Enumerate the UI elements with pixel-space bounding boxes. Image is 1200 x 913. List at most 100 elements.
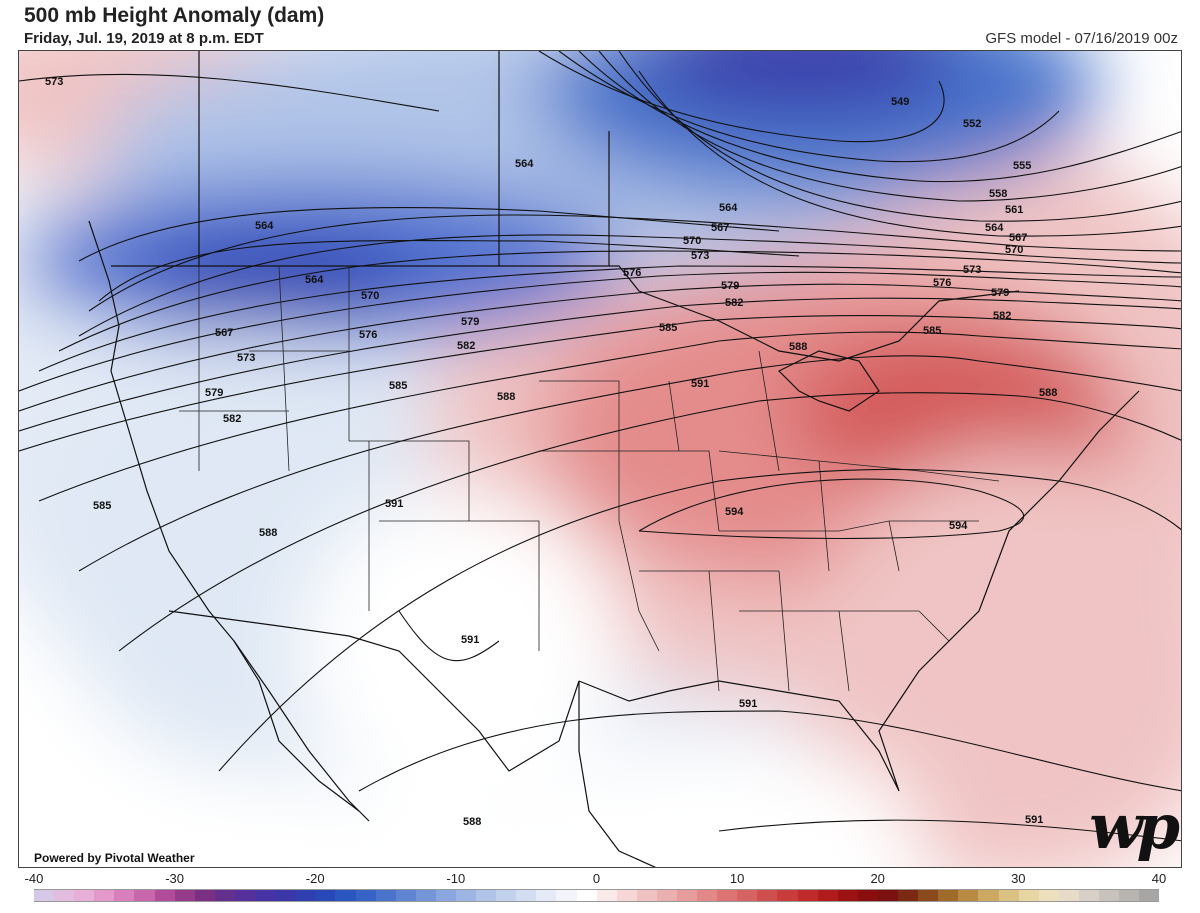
- colorbar-swatch: [877, 890, 899, 901]
- contour-label: 570: [683, 235, 701, 247]
- credit-text: Powered by Pivotal Weather: [34, 851, 195, 865]
- height-contours: [19, 51, 1181, 842]
- colorbar-swatch: [1018, 890, 1039, 901]
- contour-label: 552: [963, 118, 981, 130]
- contour-label: 573: [963, 264, 981, 276]
- map-canvas: 573 564 564 564 549 552 555 558 561 564 …: [19, 51, 1181, 867]
- colorbar-swatch: [636, 890, 657, 901]
- colorbar-swatch: [1058, 890, 1079, 901]
- colorbar-swatch: [94, 890, 115, 901]
- colorbar-swatch: [697, 890, 718, 901]
- contour-label: 588: [789, 341, 807, 353]
- contour-label: 567: [1009, 232, 1027, 244]
- contour-label: 549: [891, 96, 909, 108]
- colorbar-swatch: [677, 890, 698, 901]
- great-lakes: [777, 350, 880, 412]
- map-title: 500 mb Height Anomaly (dam): [24, 4, 325, 27]
- colorbar-swatch: [295, 890, 316, 901]
- west-coast: [88, 220, 360, 812]
- colorbar-swatch: [757, 890, 778, 901]
- colorbar-swatch: [355, 890, 376, 901]
- colorbar-swatch: [797, 890, 818, 901]
- contour-label: 576: [359, 329, 377, 341]
- contour-label: 582: [725, 297, 743, 309]
- contour-label: 570: [1005, 244, 1023, 256]
- colorbar-swatch: [134, 890, 155, 901]
- contour-label: 561: [1005, 204, 1023, 216]
- contour-label: 579: [461, 316, 479, 328]
- mexico-gulf-coast: [578, 681, 657, 867]
- contour-label: 591: [385, 498, 403, 510]
- colorbar-swatch: [516, 890, 537, 901]
- contour-label: 582: [223, 413, 241, 425]
- contour-label: 564: [719, 202, 738, 214]
- colorbar-swatch: [214, 890, 235, 901]
- contour-label: 564: [985, 222, 1004, 234]
- state-borders: [179, 265, 1000, 692]
- contour-label: 564: [305, 274, 324, 286]
- colorbar-swatch: [234, 890, 256, 901]
- contour-label: 576: [623, 267, 641, 279]
- colorbar-swatch: [717, 890, 738, 901]
- contour-label: 582: [993, 310, 1011, 322]
- colorbar-swatch: [817, 890, 838, 901]
- contour-label: 585: [93, 500, 111, 512]
- washington-post-logo: wp: [1089, 790, 1180, 863]
- colorbar-swatch: [496, 890, 517, 901]
- colorbar-swatch: [315, 890, 336, 901]
- anomaly-map: 573 564 564 564 549 552 555 558 561 564 …: [18, 50, 1182, 868]
- gulf-coast: [578, 390, 1140, 792]
- contour-label: 579: [721, 280, 739, 292]
- colorbar-swatch: [857, 890, 878, 901]
- colorbar-swatch: [435, 890, 456, 901]
- colorbar-swatch: [154, 890, 175, 901]
- colorbar-swatch: [194, 890, 215, 901]
- colorbar-swatch: [1038, 890, 1059, 901]
- colorbar-tick: -40: [24, 871, 44, 886]
- colorbar-swatch: [1119, 890, 1140, 901]
- colorbar-tick: 40: [1151, 871, 1167, 886]
- contour-label: 582: [457, 340, 475, 352]
- colorbar-swatch: [54, 890, 75, 901]
- contour-label: 579: [205, 387, 223, 399]
- us-mexico-border: [168, 610, 580, 772]
- contour-label: 591: [461, 634, 479, 646]
- colorbar-swatch: [335, 890, 356, 901]
- contour-label: 579: [991, 287, 1009, 299]
- colorbar-swatch: [958, 890, 979, 901]
- contour-label: 585: [659, 322, 677, 334]
- contour-label: 591: [691, 378, 709, 390]
- colorbar-swatch: [536, 890, 557, 901]
- contour-label: 591: [739, 698, 757, 710]
- contour-label: 588: [497, 391, 515, 403]
- colorbar-swatch: [455, 890, 477, 901]
- contour-label: 570: [361, 290, 379, 302]
- colorbar-swatch: [898, 890, 919, 901]
- colorbar-swatch: [395, 890, 416, 901]
- contour-label: 594: [949, 520, 968, 532]
- colorbar-tick: 10: [729, 871, 745, 886]
- baja-coast: [233, 640, 370, 822]
- contour-label: 576: [933, 277, 951, 289]
- colorbar: [34, 889, 1160, 902]
- contour-label: 567: [711, 222, 729, 234]
- colorbar-swatch: [978, 890, 999, 901]
- colorbar-swatch: [174, 890, 195, 901]
- us-canada-border: [111, 265, 1020, 362]
- contour-label: 564: [515, 158, 534, 170]
- colorbar-swatch: [616, 890, 637, 901]
- colorbar-swatch: [74, 890, 95, 901]
- contour-label: 588: [1039, 387, 1057, 399]
- colorbar-swatch: [837, 890, 858, 901]
- colorbar-swatch: [415, 890, 436, 901]
- contour-label: 558: [989, 188, 1007, 200]
- anomaly-shading: [19, 51, 1181, 867]
- colorbar-swatch: [737, 890, 758, 901]
- colorbar-tick: -20: [305, 871, 325, 886]
- colorbar-swatch: [255, 890, 276, 901]
- colorbar-swatch: [275, 890, 296, 901]
- contour-label: 594: [725, 506, 744, 518]
- contour-label: 567: [215, 327, 233, 339]
- colorbar-tick: -30: [165, 871, 184, 886]
- colorbar-tick: 20: [870, 871, 885, 886]
